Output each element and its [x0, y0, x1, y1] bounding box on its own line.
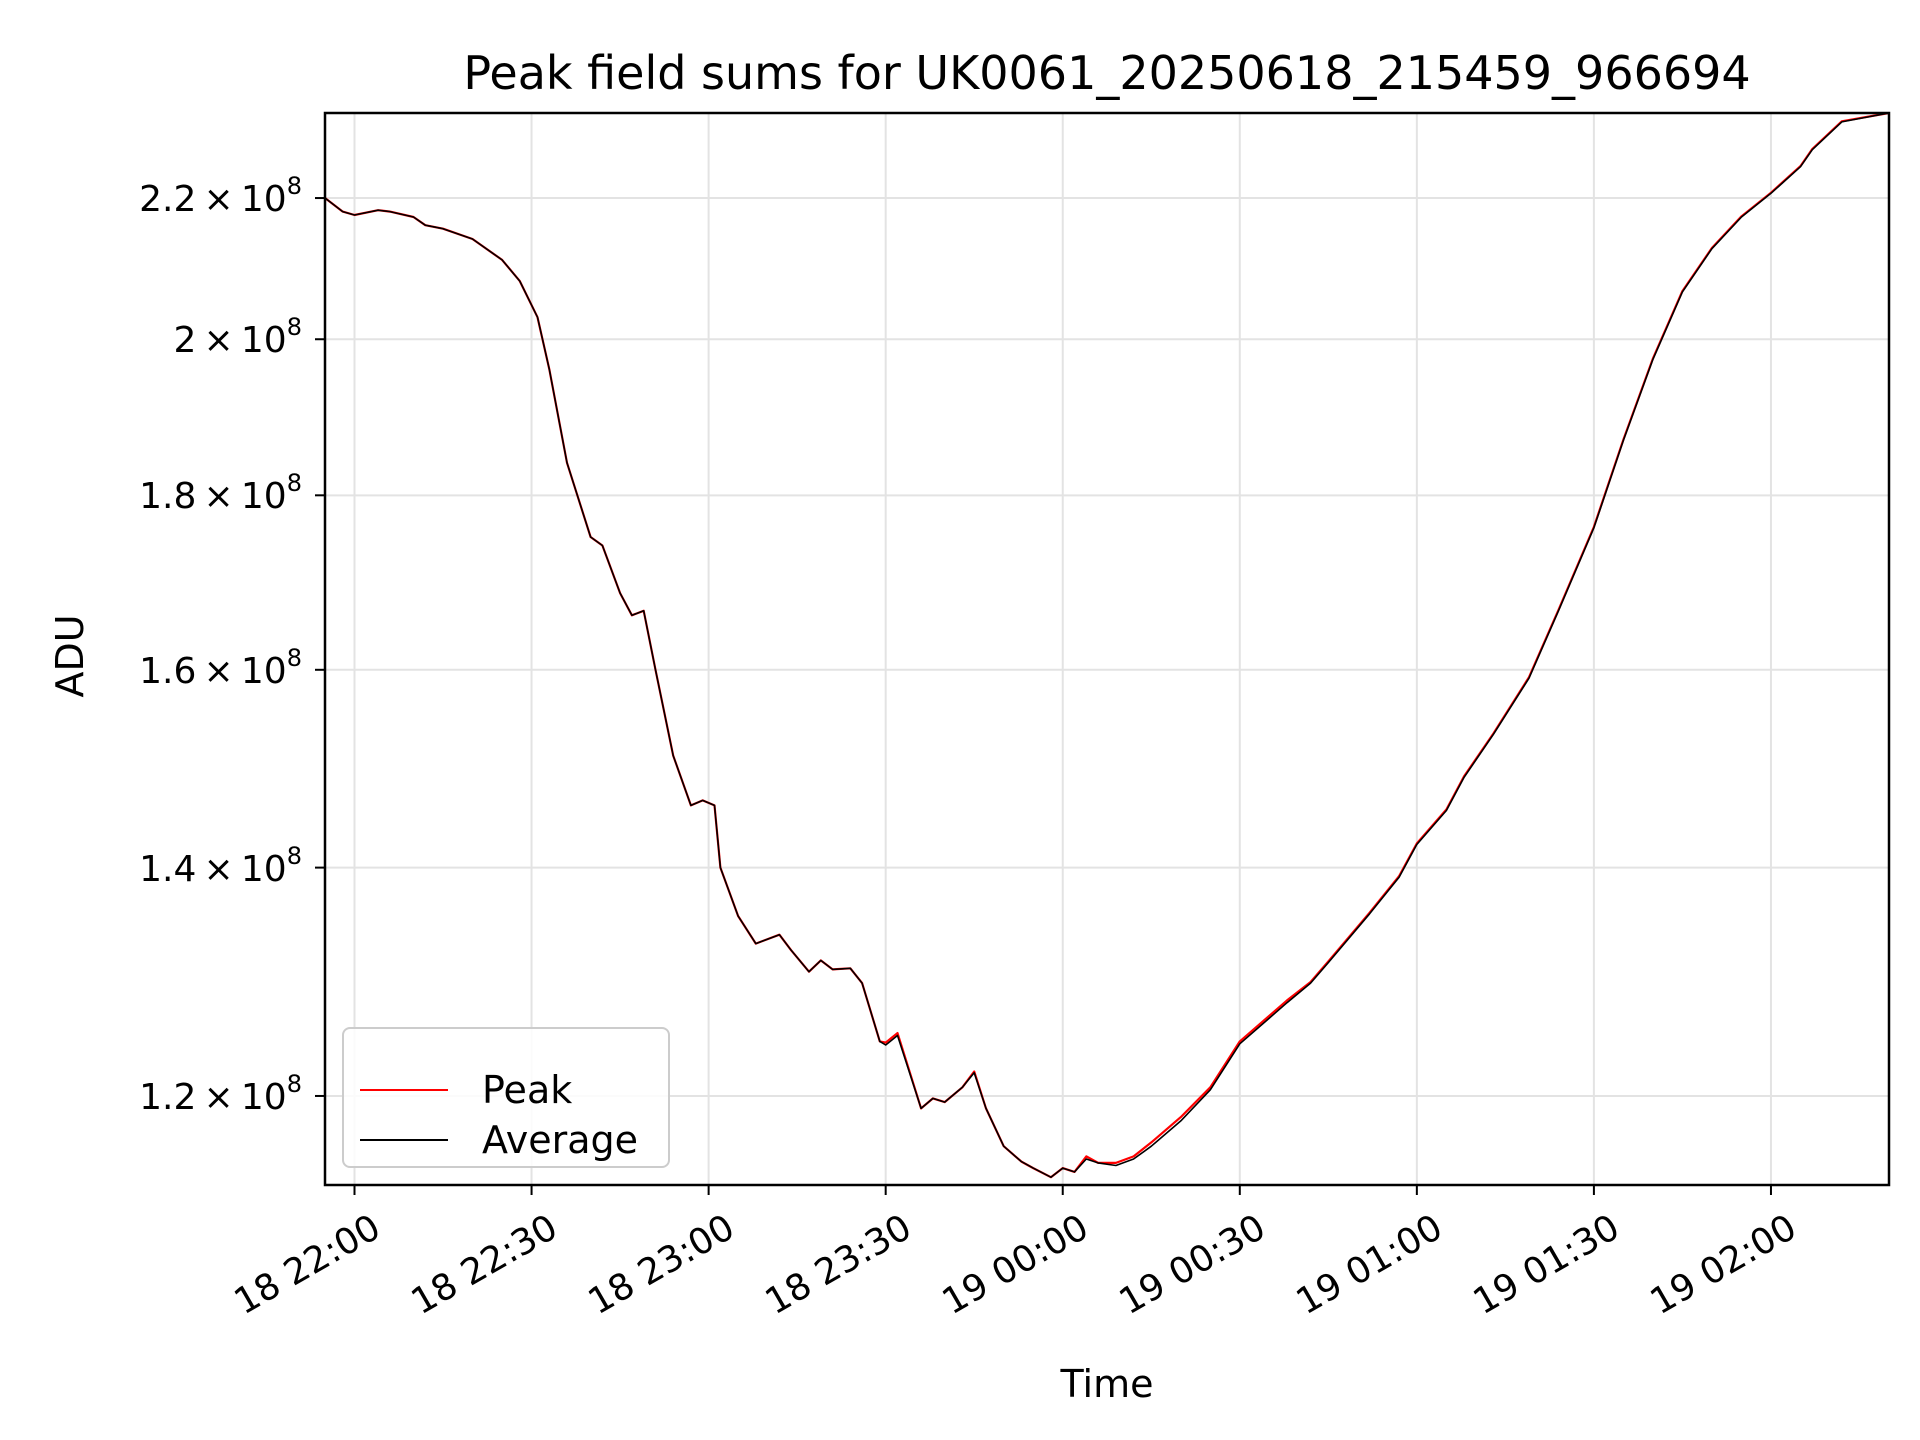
y-axis-label: ADU	[48, 614, 92, 698]
legend: Peak Average	[342, 1027, 670, 1168]
series-lines	[324, 111, 1890, 1179]
legend-swatch-peak	[360, 1089, 448, 1091]
y-tick-base: 10	[240, 320, 287, 362]
legend-item-average: Average	[344, 1118, 639, 1162]
y-tick-base: 10	[240, 650, 287, 692]
y-tick-mantissa: 1.4	[139, 848, 197, 890]
plot-frame	[323, 111, 1891, 1187]
y-tick-times: ×	[196, 1076, 241, 1118]
legend-item-peak: Peak	[344, 1068, 573, 1112]
y-tick-label: 1.2 × 108	[139, 1070, 302, 1118]
y-tick-exponent: 8	[286, 643, 302, 672]
tick-marks	[315, 197, 1772, 1195]
y-tick-exponent: 8	[286, 172, 302, 201]
y-tick-times: ×	[196, 179, 241, 221]
y-tick-label: 2 × 108	[173, 313, 302, 362]
y-tick-times: ×	[196, 848, 241, 890]
y-tick-label: 1.4 × 108	[139, 842, 302, 890]
y-tick-times: ×	[196, 320, 241, 362]
y-tick-base: 10	[240, 179, 287, 221]
series-line-peak	[324, 111, 1890, 1179]
y-tick-exponent: 8	[286, 1069, 302, 1098]
y-tick-mantissa: 1.6	[139, 650, 197, 692]
y-tick-base: 10	[240, 476, 287, 518]
y-tick-label: 1.6 × 108	[139, 644, 302, 692]
series-line-average	[324, 112, 1890, 1178]
legend-label-peak: Peak	[482, 1068, 573, 1112]
y-tick-exponent: 8	[286, 841, 302, 870]
y-tick-mantissa: 1.2	[139, 1076, 197, 1118]
grid-lines	[325, 113, 1889, 1185]
y-tick-label: 1.8 × 108	[139, 469, 302, 518]
chart-title: Peak field sums for UK0061_20250618_2154…	[463, 46, 1751, 100]
legend-label-average: Average	[482, 1118, 639, 1162]
y-tick-label: 2.2 × 108	[139, 172, 302, 221]
y-tick-mantissa: 2	[173, 320, 197, 362]
y-tick-mantissa: 2.2	[139, 179, 197, 221]
x-axis-label: Time	[1060, 1362, 1154, 1406]
y-tick-times: ×	[196, 650, 241, 692]
y-tick-times: ×	[196, 476, 241, 518]
y-tick-mantissa: 1.8	[139, 476, 197, 518]
y-tick-base: 10	[240, 848, 287, 890]
y-tick-base: 10	[240, 1076, 287, 1118]
y-tick-exponent: 8	[286, 469, 302, 498]
legend-swatch-average	[360, 1139, 448, 1141]
y-tick-exponent: 8	[286, 313, 302, 342]
